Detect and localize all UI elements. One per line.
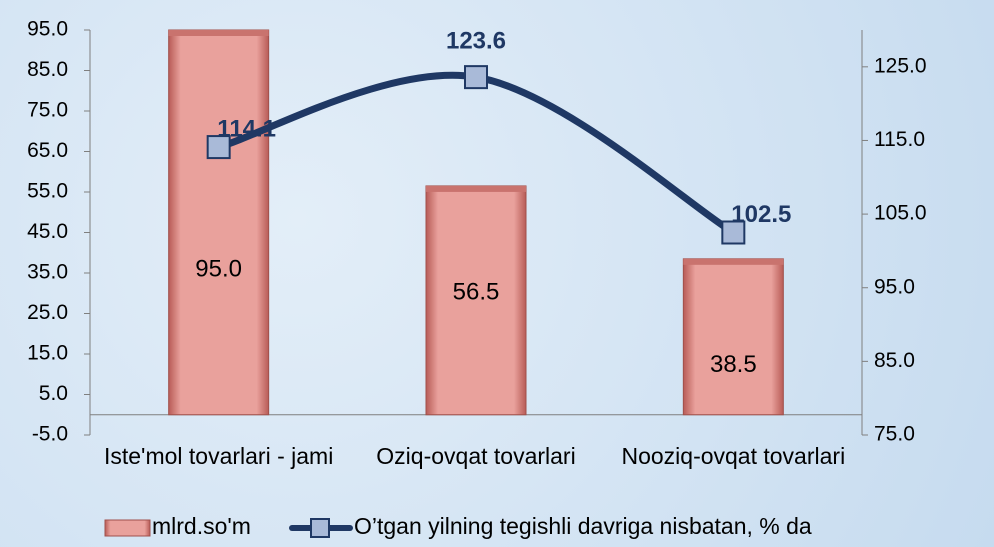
y2-tick-label: 125.0: [874, 54, 927, 77]
bar-top: [683, 258, 784, 265]
line-value-label: 102.5: [731, 201, 791, 228]
y-tick-label: 65.0: [27, 139, 68, 162]
bar-top: [426, 185, 526, 192]
y-tick-label: 5.0: [39, 382, 68, 405]
bar: [682, 258, 784, 416]
y-tick-label: 75.0: [27, 99, 68, 122]
y-tick-label: 35.0: [27, 261, 68, 284]
line-value-label: 123.6: [446, 27, 506, 54]
line-marker: [206, 135, 231, 160]
y2-tick-label: 115.0: [874, 128, 925, 151]
bar-value-label: 56.5: [453, 278, 500, 305]
legend-label: O’tgan yilning tegishli davriga nisbatan…: [354, 513, 812, 539]
y-tick-label: -5.0: [32, 423, 68, 446]
bar-value-label: 38.5: [710, 351, 757, 378]
y-tick-label: 45.0: [27, 220, 68, 243]
bar: [425, 185, 527, 416]
x-tick-label: Oziq-ovqat tovarlari: [376, 443, 576, 469]
bar: [168, 29, 270, 416]
line-marker: [721, 220, 746, 245]
y-tick-label: 15.0: [27, 342, 68, 365]
line-value-label: 114.1: [217, 115, 276, 142]
y-tick-label: 25.0: [27, 301, 68, 324]
line-marker: [464, 65, 488, 90]
y-tick-label: 85.0: [27, 58, 68, 81]
y-tick-label: 95.0: [27, 18, 68, 41]
bar-value-label: 95.0: [195, 255, 242, 282]
y2-tick-label: 95.0: [874, 275, 915, 298]
x-tick-label: Nooziq-ovqat tovarlari: [621, 443, 846, 469]
bar-top: [168, 30, 269, 36]
y2-tick-label: 75.0: [874, 423, 915, 446]
y2-tick-label: 85.0: [874, 349, 915, 372]
x-tick-label: Iste'mol tovarlari - jami: [103, 443, 334, 469]
legend-swatch-marker: [310, 518, 330, 538]
legend-swatch: [104, 519, 151, 537]
legend-label: mlrd.so'm: [152, 513, 251, 539]
y-tick-label: 55.0: [27, 180, 68, 203]
y2-tick-label: 105.0: [874, 202, 927, 225]
